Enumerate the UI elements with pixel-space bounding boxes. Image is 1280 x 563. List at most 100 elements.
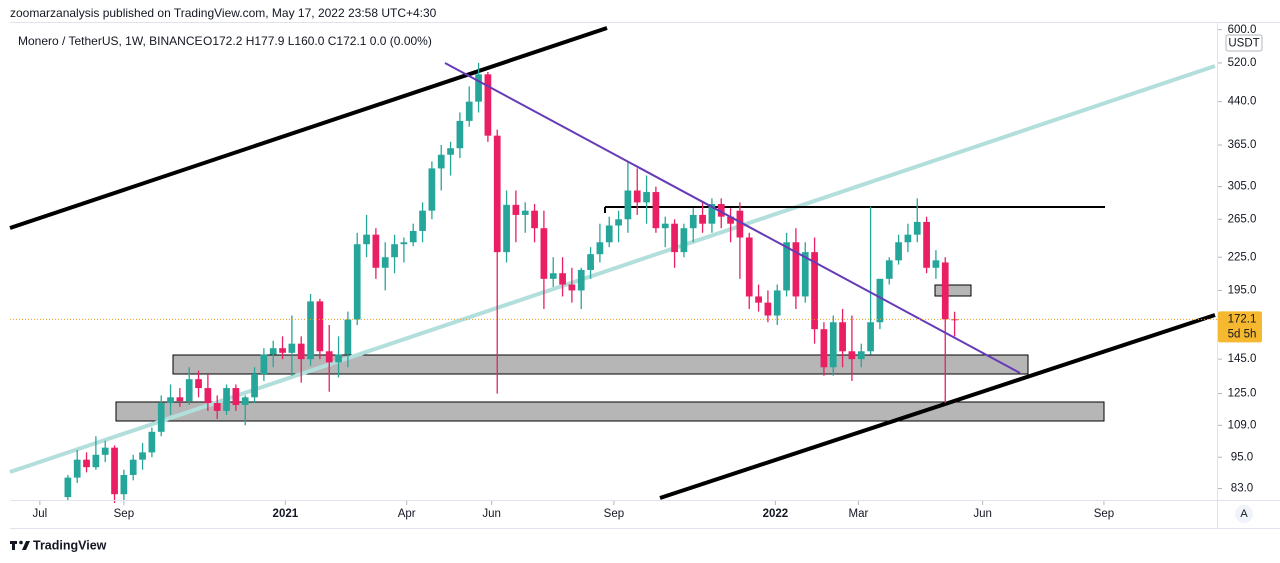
y-tick-label: 109.0 bbox=[1228, 419, 1257, 431]
candle-body bbox=[951, 319, 958, 321]
candle-body bbox=[335, 354, 342, 363]
candle-body bbox=[288, 343, 296, 353]
candle-body bbox=[633, 190, 641, 203]
candle-body bbox=[484, 74, 492, 136]
candle-body bbox=[111, 447, 118, 495]
candle-body bbox=[269, 348, 277, 355]
y-tick-label: 440.0 bbox=[1228, 96, 1257, 108]
candle-body bbox=[381, 257, 389, 268]
candle-body bbox=[465, 101, 473, 121]
candle-body bbox=[755, 296, 762, 303]
last-price-label: 172.1 bbox=[1228, 313, 1257, 325]
candle-body bbox=[904, 234, 912, 243]
channel-line bbox=[9, 26, 608, 230]
candle-body bbox=[251, 374, 258, 398]
candle-body bbox=[895, 242, 902, 261]
candle-body bbox=[801, 252, 809, 297]
candle-body bbox=[204, 388, 212, 404]
y-tick-label: 305.0 bbox=[1228, 181, 1257, 193]
candle-body bbox=[643, 192, 650, 203]
candle-body bbox=[596, 242, 604, 255]
candle-body bbox=[241, 397, 249, 405]
candle-body bbox=[923, 221, 930, 268]
candle-body bbox=[419, 210, 426, 231]
candle-body bbox=[615, 219, 622, 226]
candle-body bbox=[503, 204, 510, 253]
candle-body bbox=[391, 244, 398, 258]
candle-body bbox=[195, 379, 202, 389]
scale-mode-button[interactable] bbox=[1235, 505, 1253, 523]
y-tick-label: 225.0 bbox=[1228, 251, 1257, 263]
countdown-label: 5d 5h bbox=[1228, 328, 1257, 340]
candle-body bbox=[213, 403, 221, 411]
x-tick-label: Sep bbox=[114, 508, 134, 520]
candles bbox=[64, 62, 958, 503]
currency-label[interactable]: USDT bbox=[1228, 38, 1259, 50]
candle-body bbox=[577, 269, 585, 291]
axes: 83.0 95.0 109.0 125.0 145.0 195.0 225.0 265.0 30… bbox=[10, 24, 1262, 520]
candle-body bbox=[279, 348, 286, 353]
last-price-box bbox=[1218, 311, 1262, 343]
candle-body bbox=[885, 260, 893, 279]
zone-box bbox=[172, 354, 1029, 375]
candle-body bbox=[316, 301, 324, 352]
candle-body bbox=[185, 379, 193, 402]
candle-body bbox=[223, 388, 230, 411]
x-tick-label: Jun bbox=[482, 508, 501, 520]
candle-body bbox=[64, 477, 72, 498]
candle-body bbox=[549, 273, 557, 279]
candle-body bbox=[708, 204, 716, 224]
x-tick-label: 2022 bbox=[763, 508, 789, 520]
candle-body bbox=[73, 459, 81, 478]
candle-body bbox=[260, 354, 268, 375]
trend-line bbox=[444, 62, 1021, 374]
candle-body bbox=[120, 474, 128, 495]
candle-body bbox=[409, 230, 417, 243]
candle-body bbox=[764, 302, 772, 316]
candle-body bbox=[437, 154, 445, 169]
candle-body bbox=[783, 242, 790, 291]
candle-body bbox=[811, 252, 818, 330]
candle-body bbox=[876, 278, 884, 323]
zone-box bbox=[934, 284, 972, 297]
currency-box[interactable] bbox=[1225, 34, 1263, 52]
candle-body bbox=[820, 329, 828, 368]
trend-line bbox=[9, 64, 1216, 474]
candle-body bbox=[363, 234, 370, 245]
candle-body bbox=[344, 319, 352, 355]
candle-body bbox=[559, 273, 566, 285]
candle-body bbox=[867, 322, 874, 352]
candle-body bbox=[167, 397, 174, 404]
candle-body bbox=[652, 192, 660, 229]
candle-body bbox=[932, 260, 940, 268]
candle-body bbox=[531, 210, 538, 229]
y-tick-label: 520.0 bbox=[1228, 57, 1257, 69]
candle-body bbox=[792, 242, 800, 297]
candle-body bbox=[829, 322, 837, 368]
scale-mode-label[interactable]: A bbox=[1240, 508, 1248, 520]
symbol-title: Monero / TetherUS, 1W, BINANCE bbox=[18, 34, 203, 48]
zone-box bbox=[115, 401, 1105, 422]
candle-body bbox=[587, 254, 594, 270]
candle-body bbox=[848, 351, 856, 360]
candle-body bbox=[307, 301, 314, 360]
x-tick-label: Sep bbox=[1094, 508, 1114, 520]
candle-body bbox=[400, 242, 408, 245]
candle-body bbox=[913, 221, 921, 235]
y-tick-label: 145.0 bbox=[1228, 353, 1257, 365]
candle-body bbox=[428, 168, 436, 211]
x-tick-label: Jun bbox=[973, 508, 992, 520]
x-tick-label: Sep bbox=[604, 508, 624, 520]
candle-body bbox=[157, 403, 165, 432]
x-tick-label: Apr bbox=[398, 508, 416, 520]
candle-body bbox=[727, 216, 734, 224]
candle-body bbox=[699, 214, 706, 224]
candle-body bbox=[568, 284, 576, 291]
brand-name: TradingView bbox=[33, 538, 107, 552]
candle-body bbox=[475, 74, 482, 102]
candle-body bbox=[736, 210, 744, 238]
candle-body bbox=[101, 447, 109, 455]
candle-body bbox=[139, 452, 146, 460]
